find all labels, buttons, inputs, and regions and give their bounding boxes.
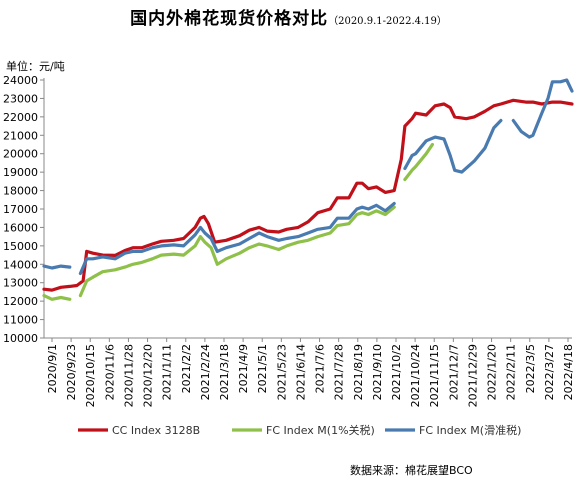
x-tick-label: 2020/12/20 bbox=[142, 344, 155, 407]
x-tick-label: 2021/10/24 bbox=[409, 344, 422, 407]
series-line-3 bbox=[403, 118, 503, 174]
series-line-2 bbox=[78, 205, 396, 298]
x-tick-label: 2021/9/10 bbox=[371, 344, 384, 400]
y-tick-label: 12000 bbox=[3, 295, 38, 308]
x-tick-label: 2021/11/15 bbox=[428, 344, 441, 407]
x-tick-label: 2021/2/24 bbox=[199, 344, 212, 400]
series-line-3 bbox=[42, 264, 72, 270]
y-tick-label: 15000 bbox=[3, 240, 38, 253]
y-tick-label: 20000 bbox=[3, 148, 38, 161]
y-tick-label: 10000 bbox=[3, 332, 38, 345]
x-tick-label: 2022/3/27 bbox=[543, 344, 556, 400]
legend-label-3: FC Index M(滑准税) bbox=[419, 423, 521, 437]
y-tick-label: 24000 bbox=[3, 74, 38, 87]
x-tick-label: 2020/11/6 bbox=[103, 344, 116, 400]
x-tick-label: 2021/12/7 bbox=[447, 344, 460, 400]
x-tick-label: 2021/10/2 bbox=[390, 344, 403, 400]
series-line-1 bbox=[42, 98, 574, 292]
data-source-note: 数据来源：棉花展望BCO bbox=[350, 464, 473, 477]
series-line-3 bbox=[511, 78, 574, 139]
x-tick-label: 2021/4/9 bbox=[237, 344, 250, 393]
series-line-2 bbox=[403, 142, 434, 182]
x-tick-label: 2020/10/15 bbox=[84, 344, 97, 407]
x-tick-label: 2020/11/28 bbox=[122, 344, 135, 407]
y-tick-label: 23000 bbox=[3, 92, 38, 105]
y-tick-label: 21000 bbox=[3, 129, 38, 142]
x-tick-label: 2020/9/1 bbox=[46, 344, 59, 393]
y-tick-label: 14000 bbox=[3, 258, 38, 271]
x-tick-label: 2020/9/23 bbox=[65, 344, 78, 400]
chart-subtitle: （2020.9.1-2022.4.19） bbox=[328, 16, 447, 27]
x-tick-label: 2021/5/1 bbox=[256, 344, 269, 393]
x-tick-label: 2021/5/23 bbox=[275, 344, 288, 400]
legend-label-1: CC Index 3128B bbox=[112, 424, 200, 437]
x-tick-label: 2021/2/2 bbox=[180, 344, 193, 393]
y-tick-label: 19000 bbox=[3, 166, 38, 179]
x-tick-label: 2021/3/18 bbox=[218, 344, 231, 400]
unit-label: 单位：元/吨 bbox=[6, 60, 65, 73]
y-tick-label: 13000 bbox=[3, 277, 38, 290]
chart-title-block: 国内外棉花现货价格对比（2020.9.1-2022.4.19） bbox=[0, 4, 577, 29]
legend-label-2: FC Index M(1%关税) bbox=[266, 423, 375, 437]
x-axis: 2020/9/1 2020/9/23 2020/10/15 2020/11/6 2020… bbox=[44, 337, 575, 407]
x-tick-label: 2021/12/29 bbox=[466, 344, 479, 407]
x-tick-label: 2021/7/28 bbox=[333, 344, 346, 400]
chart-title: 国内外棉花现货价格对比 bbox=[130, 9, 329, 29]
series-line-2 bbox=[42, 294, 72, 301]
series-line-3 bbox=[78, 201, 396, 276]
x-tick-label: 2021/7/6 bbox=[314, 344, 327, 393]
x-tick-label: 2022/2/11 bbox=[505, 344, 518, 400]
x-tick-label: 2022/1/20 bbox=[486, 344, 499, 400]
y-tick-label: 18000 bbox=[3, 185, 38, 198]
x-tick-label: 2022/4/18 bbox=[562, 344, 575, 400]
y-tick-label: 22000 bbox=[3, 111, 38, 124]
y-tick-label: 16000 bbox=[3, 221, 38, 234]
y-tick-label: 11000 bbox=[3, 314, 38, 327]
series-lines bbox=[42, 78, 574, 301]
x-tick-label: 2021/8/19 bbox=[352, 344, 365, 400]
x-tick-label: 2022/3/5 bbox=[524, 344, 537, 393]
y-axis: 10000 11000 12000 13000 14000 15000 16000 17000… bbox=[3, 74, 45, 345]
x-tick-label: 2021/6/14 bbox=[294, 344, 307, 400]
y-tick-label: 17000 bbox=[3, 203, 38, 216]
chart-legend: CC Index 3128B FC Index M(1%关税) FC Index M… bbox=[78, 423, 521, 437]
x-tick-label: 2021/1/11 bbox=[161, 344, 174, 400]
